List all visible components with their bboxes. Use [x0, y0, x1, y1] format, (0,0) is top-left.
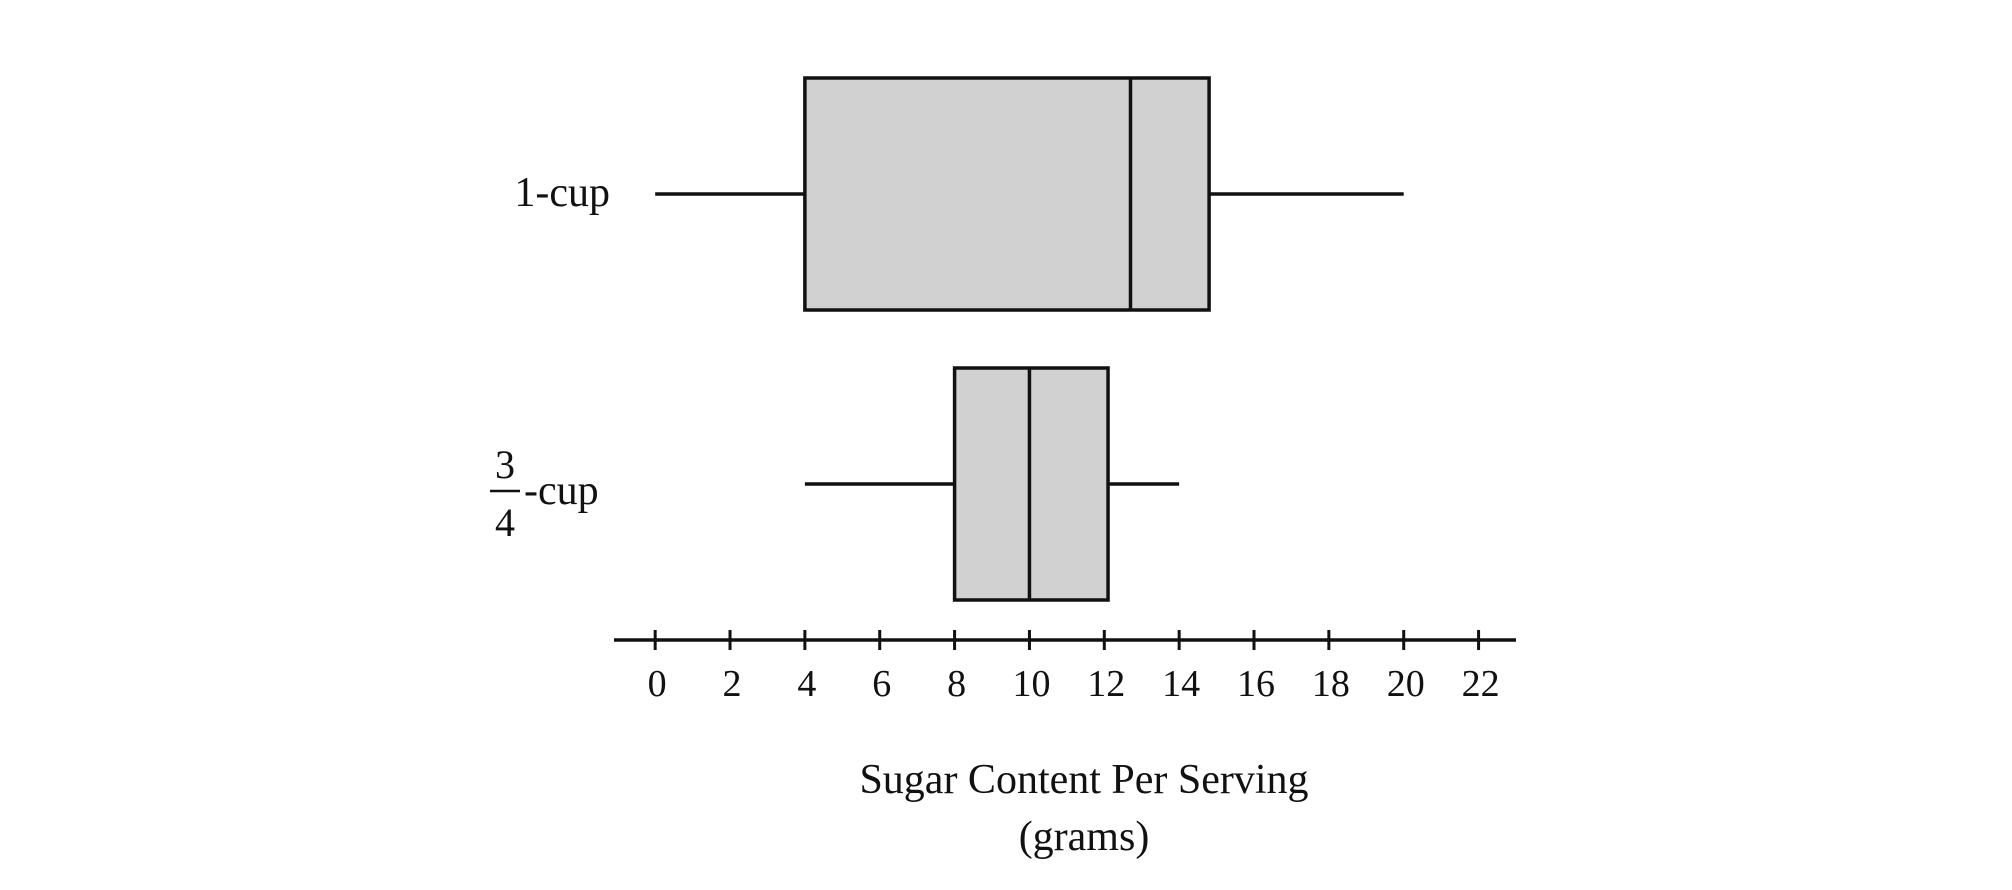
x-axis-tick-label: 8	[947, 663, 966, 705]
x-axis-tick-label: 12	[1087, 663, 1125, 705]
x-axis-tick-label: 20	[1387, 663, 1425, 705]
x-axis-tick-label: 4	[797, 663, 816, 705]
category-label-1-cup: 1-cup	[514, 170, 610, 216]
x-axis-title-line1: Sugar Content Per Serving	[859, 757, 1308, 803]
x-axis-tick-label: 0	[648, 663, 667, 705]
x-axis-title-line2: (grams)	[1019, 814, 1150, 860]
x-axis-tick-label: 14	[1162, 663, 1200, 705]
fraction-denominator: 4	[495, 500, 515, 545]
x-axis-tick-label: 18	[1312, 663, 1350, 705]
category-label-three-quarter-cup: 3 4 -cup	[490, 442, 599, 545]
fraction-numerator: 3	[495, 442, 515, 487]
x-axis-tick-label: 22	[1462, 663, 1500, 705]
fraction-suffix: -cup	[524, 468, 599, 514]
plot-area: 0 2 4 6 8 10 12 14 16 18 20 22	[614, 76, 1516, 705]
x-axis-tick-label: 6	[872, 663, 891, 705]
x-axis-tick-label: 16	[1237, 663, 1275, 705]
box-iqr-1-cup	[803, 76, 1211, 312]
box-iqr-three-quarter-cup	[952, 366, 1110, 602]
x-axis-tick-label: 2	[723, 663, 742, 705]
x-axis-tick-label: 10	[1012, 663, 1050, 705]
